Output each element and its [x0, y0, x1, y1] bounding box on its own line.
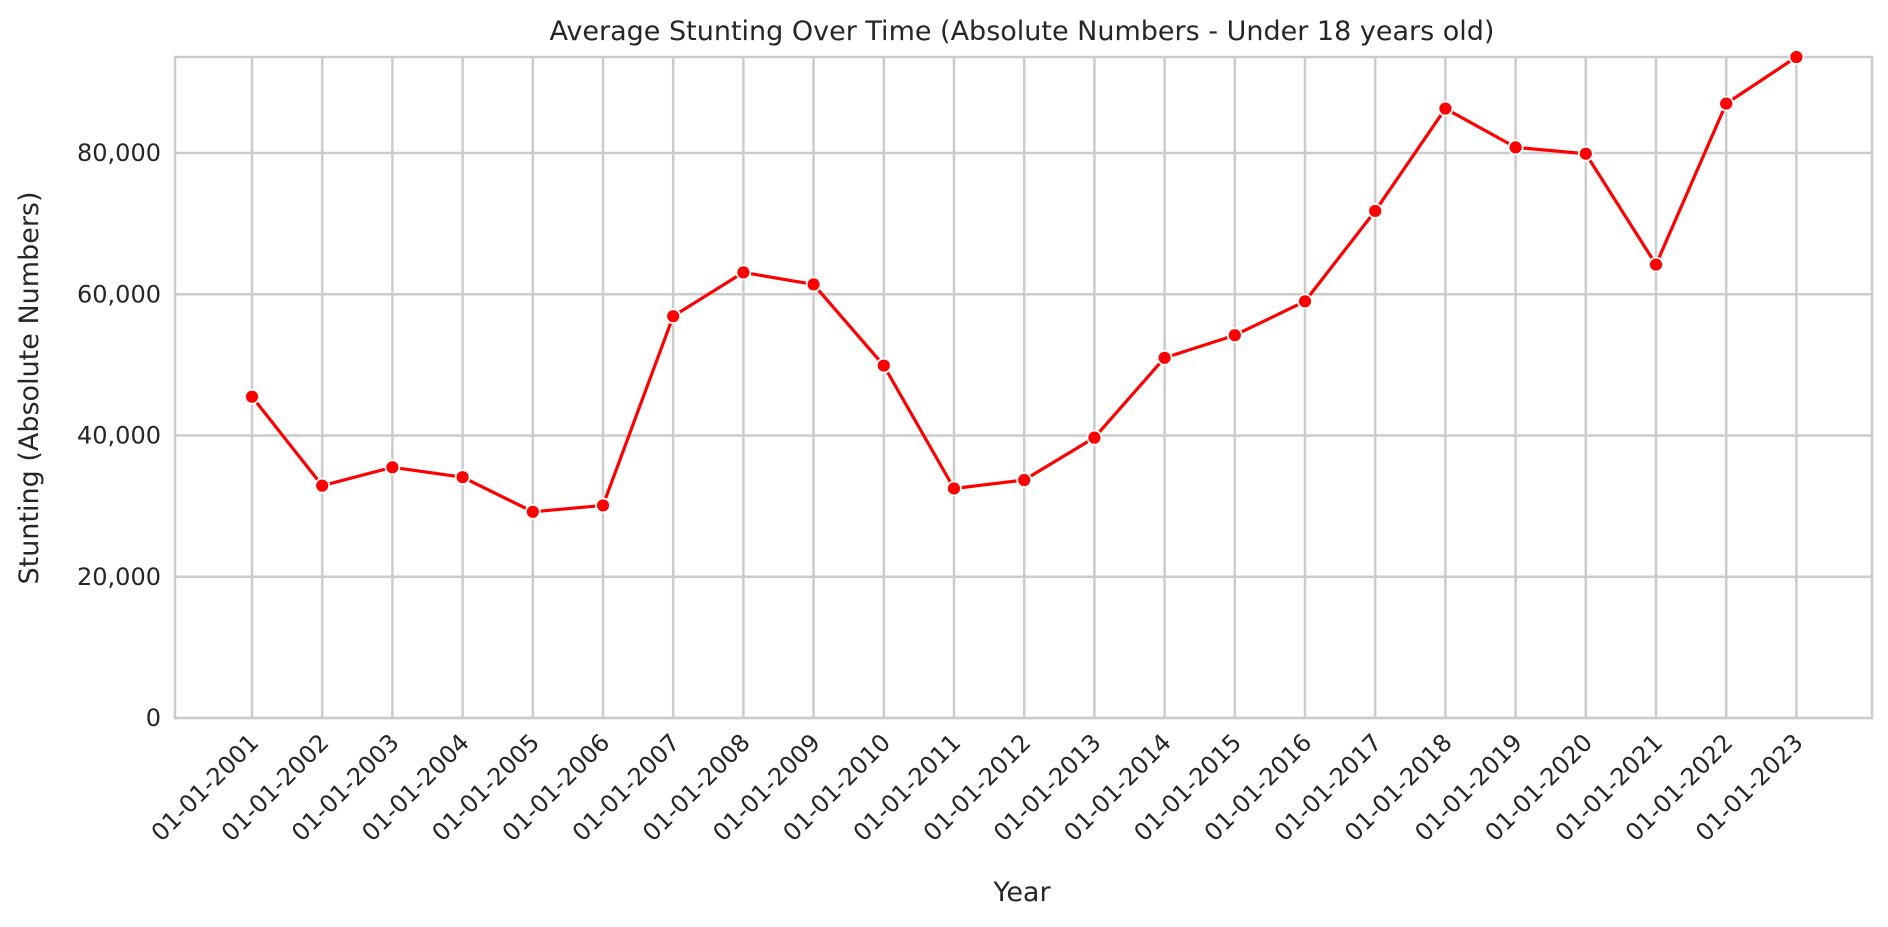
y-axis-label: Stunting (Absolute Numbers): [14, 191, 45, 584]
data-point: [595, 497, 611, 514]
data-point: [314, 477, 331, 494]
data-point: [454, 469, 471, 486]
data-point: [1648, 256, 1664, 273]
data-point: [946, 480, 962, 497]
data-point: [1016, 472, 1033, 488]
data-point: [244, 388, 260, 405]
data-point: [1577, 145, 1594, 162]
data-point: [875, 357, 892, 374]
y-axis-ticks: 0 20,000 40,000 60,000 80,000: [77, 139, 161, 732]
y-tick-label: 0: [146, 704, 161, 732]
data-point: [1226, 327, 1243, 344]
data-point: [1086, 429, 1103, 446]
data-point: [1367, 203, 1384, 219]
y-tick-label: 40,000: [77, 422, 161, 450]
plot-frame: [173, 55, 1874, 720]
data-point: [1788, 49, 1805, 65]
x-axis-ticks: 01-01-200101-01-200201-01-200301-01-2004…: [146, 728, 1809, 846]
data-point: [384, 459, 401, 476]
data-point: [665, 308, 682, 325]
data-point: [1507, 139, 1524, 156]
x-axis-label: Year: [992, 877, 1051, 908]
y-tick-label: 60,000: [77, 280, 161, 308]
data-point: [1156, 349, 1173, 366]
data-point: [524, 503, 541, 520]
y-tick-label: 80,000: [77, 139, 161, 167]
data-point: [1718, 95, 1735, 112]
data-point: [1437, 100, 1454, 117]
data-points: [244, 49, 1805, 520]
data-point: [735, 264, 752, 281]
data-point: [805, 276, 822, 293]
data-point: [1297, 293, 1313, 310]
chart-title: Average Stunting Over Time (Absolute Num…: [550, 16, 1495, 47]
grid-lines: [175, 57, 1872, 720]
y-tick-label: 20,000: [77, 563, 161, 591]
